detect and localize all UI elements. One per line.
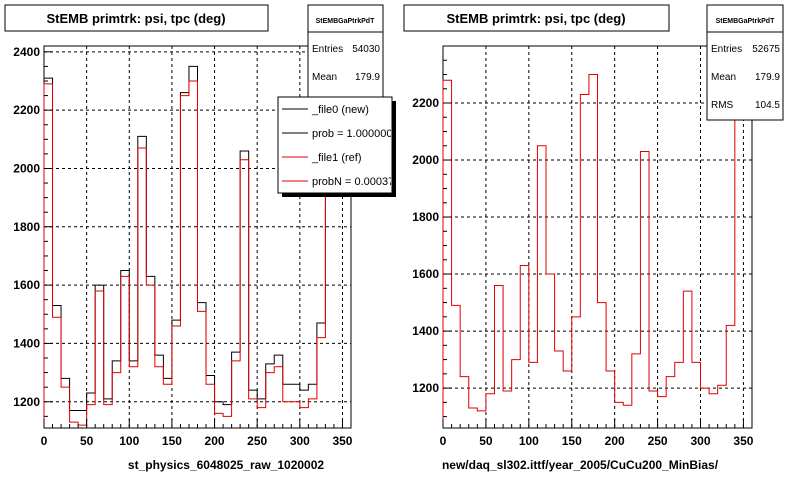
- left-x-tick-label: 300: [290, 434, 310, 448]
- legend-box: [277, 96, 393, 194]
- right-y-tick-label: 2200: [412, 96, 439, 110]
- right-x-tick-label: 250: [648, 434, 668, 448]
- right-stats-entries-label: Entries: [711, 44, 742, 55]
- left-histograms: [43, 65, 351, 428]
- right-x-tick-label: 150: [562, 434, 582, 448]
- left-title: StEMB primtrk: psi, tpc (deg): [46, 11, 225, 26]
- left-x-tick-label: 100: [119, 434, 139, 448]
- right-x-tick-label: 300: [690, 434, 710, 448]
- right-axes: 0 50 100 150 200 250 300 350 1200 1400 1600 1800 200…: [412, 59, 754, 448]
- right-histograms: [442, 65, 752, 428]
- left-y-tick-label: 1800: [13, 220, 40, 234]
- left-x-tick-label: 350: [332, 434, 352, 448]
- right-stats-mean-value: 179.9: [755, 72, 780, 83]
- left-y-tick-label: 1600: [13, 278, 40, 292]
- left-histogram-series-1: [43, 71, 351, 428]
- right-stats-mean-label: Mean: [711, 72, 736, 83]
- legend-label-0: _file0 (new): [311, 104, 369, 116]
- right-x-tick-label: 100: [519, 434, 539, 448]
- left-x-tick-label: 50: [80, 434, 94, 448]
- left-y-tick-label: 2000: [13, 161, 40, 175]
- right-x-tick-label: 200: [605, 434, 625, 448]
- right-histogram-series-0: [442, 65, 752, 428]
- left-histogram-pad: 0 50 100 150 200 250 300 350 1200 1400 1600 1800 200…: [4, 4, 396, 472]
- legend-entries: _file0 (new) prob = 1.000000 _file1 (ref) p…: [282, 104, 394, 188]
- left-y-tick-label: 2200: [13, 103, 40, 117]
- legend-label-2: _file1 (ref): [311, 152, 362, 164]
- left-y-tick-label: 1400: [13, 336, 40, 350]
- legend-label-3: probN = 0.00037: [312, 176, 394, 188]
- left-stats-mean-value: 179.9: [355, 72, 380, 83]
- left-axes: 0 50 100 150 200 250 300 350 1200 1400 1600 1800 200…: [13, 45, 353, 448]
- right-histogram-pad: 0 50 100 150 200 250 300 350 1200 1400 1600 1800 200…: [403, 4, 784, 472]
- right-title-box: [403, 4, 670, 32]
- left-y-tick-label: 2400: [13, 45, 40, 59]
- left-x-tick-label: 200: [205, 434, 225, 448]
- right-y-tick-label: 1400: [412, 324, 439, 338]
- left-stats-mean-label: Mean: [312, 72, 337, 83]
- right-x-tick-label: 350: [733, 434, 753, 448]
- left-x-tick-label: 150: [162, 434, 182, 448]
- left-x-tick-label: 0: [41, 434, 48, 448]
- right-y-tick-label: 1600: [412, 267, 439, 281]
- right-stats-entries-value: 52675: [752, 44, 780, 55]
- right-y-tick-label: 1800: [412, 210, 439, 224]
- right-x-axis-label: new/daq_sl302.ittf/year_2005/CuCu200_Min…: [442, 458, 719, 472]
- right-stats-rms-label: RMS: [711, 100, 734, 111]
- left-x-axis-label: st_physics_6048025_raw_1020002: [128, 458, 324, 472]
- right-title: StEMB primtrk: psi, tpc (deg): [446, 11, 625, 26]
- right-y-tick-label: 2000: [412, 153, 439, 167]
- left-x-tick-label: 250: [247, 434, 267, 448]
- right-x-tick-label: 0: [440, 434, 447, 448]
- right-stats-name: StEMBGaPtrkPdT: [716, 18, 775, 25]
- right-y-tick-label: 1200: [412, 381, 439, 395]
- left-title-box: [4, 4, 269, 32]
- left-y-tick-label: 1200: [13, 395, 40, 409]
- legend-label-1: prob = 1.000000: [312, 128, 392, 140]
- left-stats-entries-value: 54030: [352, 44, 380, 55]
- right-x-tick-label: 50: [479, 434, 493, 448]
- left-stats-name: StEMBGaPtrkPdT: [316, 18, 375, 25]
- right-stats-box: [706, 4, 784, 121]
- right-stats-rms-value: 104.5: [755, 100, 780, 111]
- left-stats-entries-label: Entries: [312, 44, 343, 55]
